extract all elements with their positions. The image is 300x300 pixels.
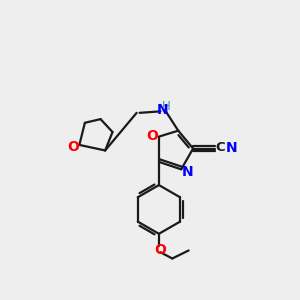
- Text: N: N: [181, 165, 193, 179]
- Text: N: N: [226, 141, 238, 155]
- Text: N: N: [157, 103, 168, 117]
- Text: O: O: [68, 140, 79, 154]
- Text: C: C: [215, 141, 225, 154]
- Text: O: O: [146, 129, 158, 143]
- Text: O: O: [154, 243, 166, 257]
- Text: H: H: [162, 100, 171, 113]
